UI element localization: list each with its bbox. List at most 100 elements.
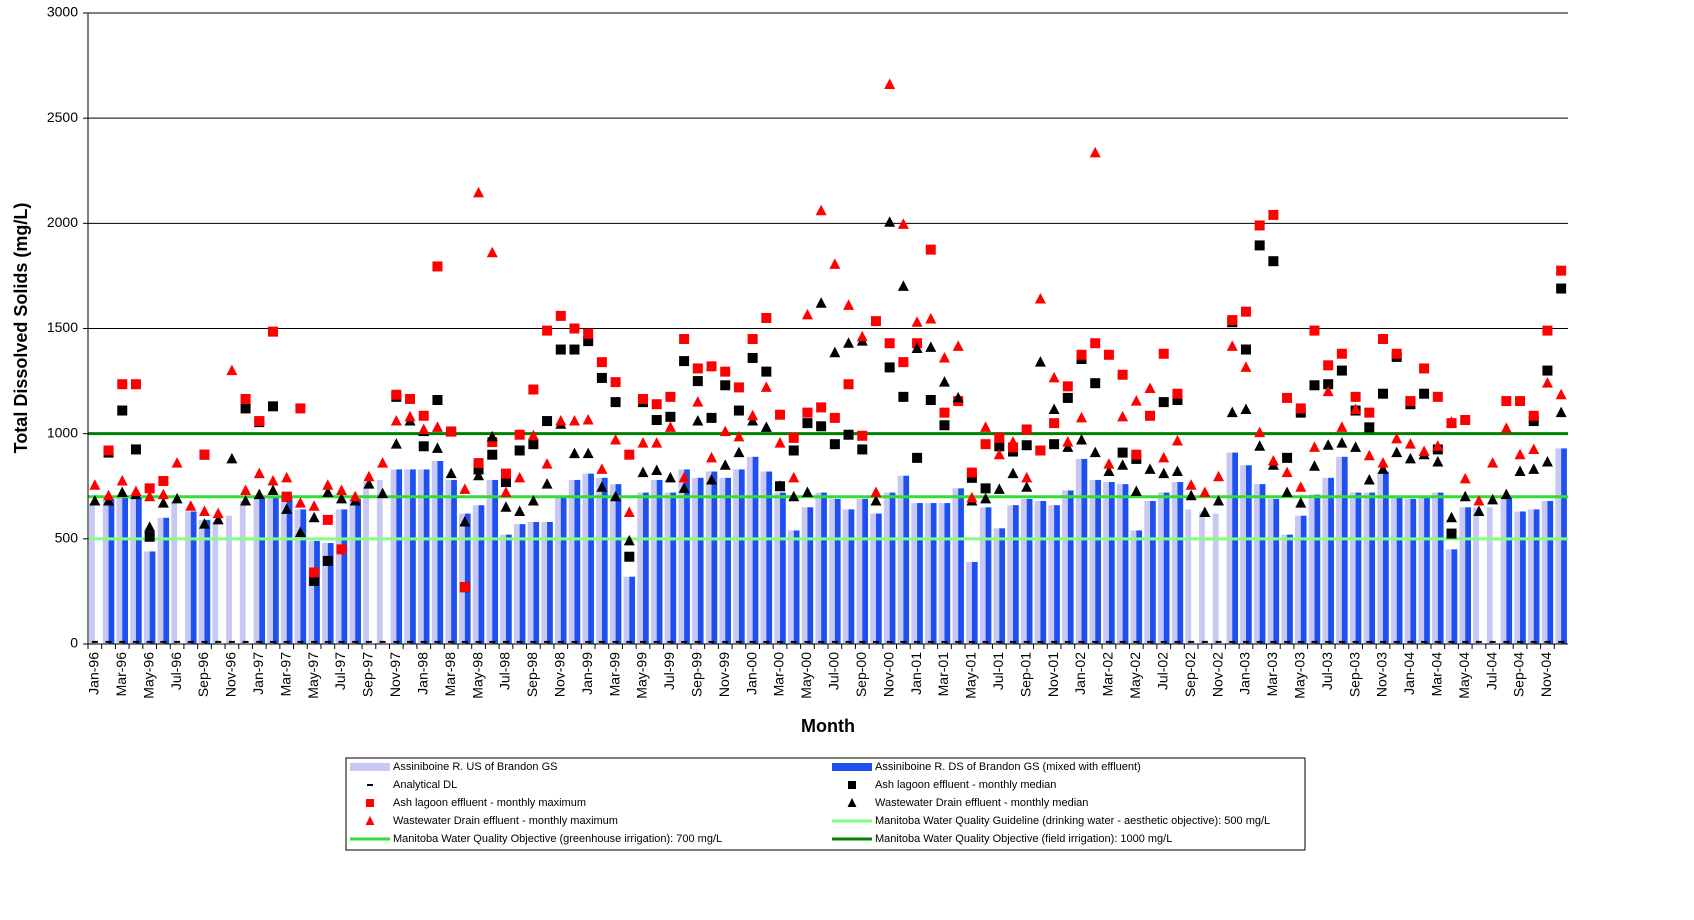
x-tick-label: May-97 — [305, 652, 321, 699]
triangle-marker — [1459, 472, 1471, 484]
bar — [1561, 448, 1567, 644]
square-marker — [1378, 334, 1388, 345]
bar — [1108, 482, 1115, 644]
square-marker — [281, 491, 292, 502]
square-marker — [473, 464, 484, 475]
square-marker — [898, 357, 909, 368]
bar — [568, 479, 575, 644]
square-marker — [514, 429, 525, 440]
bar — [1527, 509, 1534, 644]
square-marker — [994, 432, 1005, 443]
bar — [1116, 484, 1123, 644]
triangle-marker — [1350, 403, 1362, 414]
triangle-marker — [568, 447, 580, 459]
square-marker — [679, 334, 690, 345]
x-tick-label: Nov-00 — [880, 652, 896, 697]
square-marker — [761, 312, 772, 323]
triangle-marker — [596, 481, 608, 492]
bar — [738, 469, 745, 644]
triangle-marker — [692, 396, 704, 407]
square-marker — [1378, 388, 1388, 399]
triangle-marker — [856, 330, 868, 342]
square-marker — [1172, 388, 1183, 399]
y-tick-label: 3000 — [47, 4, 78, 20]
triangle-marker — [514, 471, 526, 483]
triangle-marker — [952, 340, 964, 351]
triangle-marker — [637, 437, 649, 448]
triangle-marker — [486, 430, 498, 442]
bar — [889, 492, 896, 644]
triangle-marker — [774, 437, 786, 448]
square-marker — [1268, 256, 1279, 267]
bar — [1418, 496, 1425, 644]
legend-swatch — [365, 816, 375, 825]
bar — [1130, 530, 1137, 644]
triangle-marker — [664, 471, 676, 483]
square-marker — [569, 344, 580, 355]
bar — [1486, 507, 1493, 644]
bar — [971, 561, 978, 644]
triangle-marker — [349, 490, 361, 502]
bar — [821, 492, 827, 644]
bar — [1465, 507, 1471, 644]
bar — [1555, 448, 1562, 644]
legend-label: Ash lagoon effluent - monthly maximum — [393, 797, 586, 809]
triangle-marker — [1034, 293, 1046, 304]
bar — [1281, 534, 1288, 644]
bar — [286, 496, 293, 644]
x-tick-label: Jul-04 — [1483, 652, 1499, 690]
square-marker — [706, 412, 717, 423]
bar — [404, 469, 411, 644]
x-tick-label: Sep-00 — [853, 652, 869, 697]
triangle-marker — [1377, 463, 1389, 474]
triangle-marker — [911, 342, 923, 353]
bar — [1062, 490, 1068, 644]
square-marker — [569, 323, 580, 334]
bar — [999, 528, 1006, 644]
square-marker — [1008, 442, 1018, 453]
square-marker — [720, 380, 731, 391]
square-marker — [1282, 392, 1293, 403]
x-tick-label: May-00 — [798, 652, 814, 699]
triangle-marker — [1528, 463, 1540, 474]
x-tick-label: May-99 — [634, 652, 650, 699]
legend-swatch — [847, 798, 857, 807]
square-marker — [788, 445, 799, 456]
bar — [601, 477, 608, 644]
bar — [451, 479, 457, 644]
bar — [1473, 507, 1479, 644]
square-marker — [555, 344, 566, 355]
bar — [870, 513, 876, 644]
bar — [829, 498, 835, 644]
square-marker — [1158, 348, 1169, 359]
triangle-marker — [1391, 432, 1403, 444]
bar — [239, 500, 246, 644]
square-marker — [816, 402, 827, 413]
bar — [527, 522, 534, 644]
square-marker — [1090, 338, 1101, 349]
triangle-marker — [897, 280, 909, 291]
triangle-marker — [1171, 435, 1183, 446]
bar — [725, 477, 731, 644]
legend-box — [345, 757, 1306, 851]
triangle-marker — [1404, 452, 1416, 464]
square-marker — [158, 475, 169, 486]
triangle-marker — [1226, 340, 1238, 351]
square-marker — [418, 410, 429, 421]
square-marker — [638, 393, 648, 404]
bar — [1349, 492, 1356, 644]
triangle-marker — [1487, 457, 1499, 468]
square-marker — [1309, 380, 1320, 391]
square-marker — [1432, 391, 1443, 402]
square-marker — [624, 551, 635, 562]
triangle-marker — [1103, 458, 1115, 469]
bar — [1369, 492, 1376, 644]
bar — [1185, 509, 1192, 644]
x-tick-label: Nov-04 — [1538, 652, 1554, 697]
x-tick-label: Sep-04 — [1511, 652, 1527, 697]
triangle-marker — [212, 513, 224, 525]
triangle-marker — [747, 415, 759, 426]
bar — [505, 534, 512, 644]
triangle-marker — [336, 492, 348, 504]
triangle-marker — [1213, 470, 1225, 482]
